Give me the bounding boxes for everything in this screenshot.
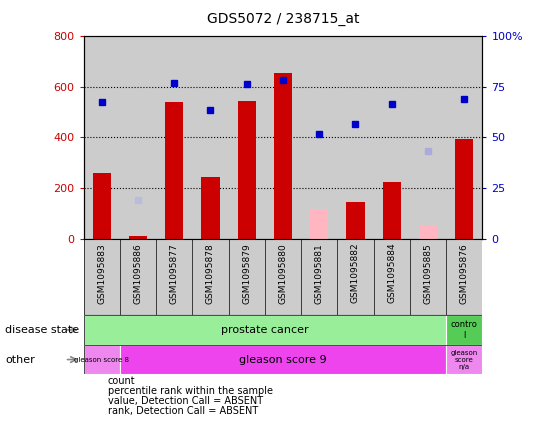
Bar [192,239,229,315]
Text: GSM1095883: GSM1095883 [97,243,106,304]
Bar [229,36,265,239]
Bar [238,101,256,239]
Bar [202,177,219,239]
Text: GSM1095884: GSM1095884 [387,243,396,303]
Bar [192,36,229,239]
Bar [301,239,337,315]
Text: GSM1095878: GSM1095878 [206,243,215,304]
Text: GSM1095881: GSM1095881 [315,243,324,304]
Bar [274,73,292,239]
Text: count: count [108,376,135,386]
Bar [374,239,410,315]
Bar [165,102,183,239]
Bar [337,239,374,315]
Bar [84,345,120,374]
Text: percentile rank within the sample: percentile rank within the sample [108,386,273,396]
Bar [120,345,446,374]
Bar [455,139,473,239]
Text: gleason
score
n/a: gleason score n/a [451,349,478,370]
Text: value, Detection Call = ABSENT: value, Detection Call = ABSENT [108,396,263,406]
Bar [156,36,192,239]
Bar [265,36,301,239]
Text: GSM1095876: GSM1095876 [460,243,469,304]
Bar [84,36,120,239]
Text: gleason score 9: gleason score 9 [239,354,327,365]
Bar [374,36,410,239]
Text: GSM1095877: GSM1095877 [170,243,179,304]
Bar [301,36,337,239]
Bar [310,209,328,239]
Bar [410,239,446,315]
Bar [156,239,192,315]
Bar [337,36,374,239]
Text: GSM1095880: GSM1095880 [279,243,287,304]
Bar [383,182,401,239]
Text: GSM1095886: GSM1095886 [134,243,142,304]
Bar [446,315,482,345]
Bar [446,345,482,374]
Bar [84,239,120,315]
Bar [265,239,301,315]
Bar [229,239,265,315]
Text: prostate cancer: prostate cancer [221,325,309,335]
Text: disease state: disease state [5,325,80,335]
Text: rank, Detection Call = ABSENT: rank, Detection Call = ABSENT [108,406,258,416]
Text: GSM1095879: GSM1095879 [242,243,251,304]
Text: contro
l: contro l [451,320,478,340]
Text: GSM1095882: GSM1095882 [351,243,360,303]
Bar [419,226,437,239]
Bar [93,173,110,239]
Text: GSM1095885: GSM1095885 [424,243,432,304]
Text: other: other [5,354,35,365]
Bar [410,36,446,239]
Bar [446,239,482,315]
Bar [120,36,156,239]
Text: GDS5072 / 238715_at: GDS5072 / 238715_at [207,12,359,26]
Bar [446,36,482,239]
Bar [120,239,156,315]
Bar [347,202,364,239]
Text: gleason score 8: gleason score 8 [74,357,129,363]
Bar [129,236,147,239]
